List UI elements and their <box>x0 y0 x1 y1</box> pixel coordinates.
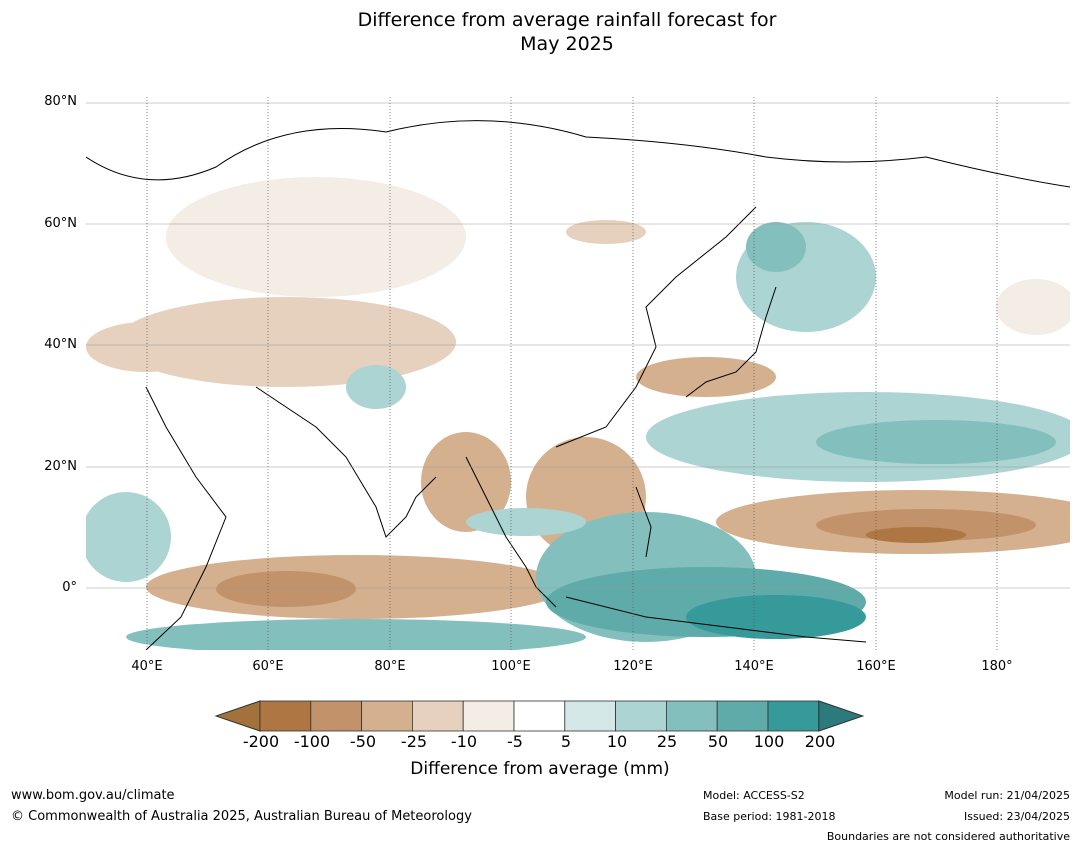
lat-label-60n: 60°N <box>44 216 77 231</box>
colorbar-cell <box>361 700 413 732</box>
colorbar-cell <box>716 700 769 732</box>
wet-region-bay-of-bengal <box>466 508 586 536</box>
title-line-2: May 2025 <box>520 33 614 55</box>
map-title: Difference from average rainfall forecas… <box>0 8 1081 56</box>
wet-region-south-indian-ocean <box>126 619 586 650</box>
colorbar-tick-1: -200 <box>242 732 280 751</box>
colorbar-tick-9: 25 <box>656 732 678 751</box>
colorbar-tick-8: 10 <box>606 732 628 751</box>
lon-label-60e: 60°E <box>252 659 284 674</box>
colorbar-tick-10: 50 <box>707 732 729 751</box>
map-svg <box>86 97 1070 650</box>
dry-core-indian-ocean <box>216 571 356 607</box>
coastlines <box>86 120 1070 650</box>
dry-region-lake-baikal <box>566 220 646 244</box>
lon-label-100e: 100°E <box>491 659 531 674</box>
wet-peak-banda-sea <box>686 595 866 639</box>
title-line-1: Difference from average rainfall forecas… <box>357 9 777 31</box>
lon-label-120e: 120°E <box>613 659 653 674</box>
dry-region-indian-ocean <box>146 555 566 619</box>
coastline-india <box>255 386 437 538</box>
dry-region-central-asia <box>166 177 466 297</box>
lat-label-80n: 80°N <box>44 94 77 109</box>
colorbar-tick-5: -10 <box>450 732 478 751</box>
colorbar-tick-7: 5 <box>560 732 572 751</box>
colorbar-cell <box>411 700 464 732</box>
wet-core-okhotsk <box>746 222 806 272</box>
colorbar-cell <box>564 700 616 732</box>
bom-website: www.bom.gov.au/climate <box>11 788 175 803</box>
copyright-notice: © Commonwealth of Australia 2025, Austra… <box>11 809 472 824</box>
colorbar-cell <box>513 700 566 732</box>
model-info: Model: ACCESS-S2 <box>703 789 805 802</box>
colorbar-cells <box>214 700 865 732</box>
coastline-china <box>555 206 757 448</box>
lon-label-160e: 160°E <box>856 659 896 674</box>
latitude-lines <box>86 102 1070 589</box>
anomaly-shading <box>86 177 1070 650</box>
wet-region-tibet <box>346 365 406 409</box>
colorbar-tick-11: 100 <box>753 732 785 751</box>
lon-label-40e: 40°E <box>131 659 163 674</box>
coastline-malay-peninsula <box>465 456 557 608</box>
dry-region-japan <box>636 357 776 397</box>
colorbar-cell <box>665 700 718 732</box>
lat-label-20n: 20°N <box>44 459 77 474</box>
coastline-arabia-africa <box>145 386 227 650</box>
dry-region-burma <box>421 432 511 532</box>
colorbar-tick-12: 200 <box>804 732 836 751</box>
lon-label-140e: 140°E <box>734 659 774 674</box>
colorbar-cell <box>310 700 363 732</box>
coastline-indonesia <box>565 596 867 643</box>
dry-peak-pacific <box>866 527 966 543</box>
dry-region-caspian <box>86 322 206 372</box>
colorbar-label: Difference from average (mm) <box>410 759 670 779</box>
base-period: Base period: 1981-2018 <box>703 810 836 823</box>
colorbar-tick-2: -100 <box>293 732 331 751</box>
colorbar-tick-6: -5 <box>507 732 523 751</box>
longitude-lines <box>146 97 998 650</box>
dry-region-middle-east <box>116 297 456 387</box>
coastline-philippines <box>635 486 652 558</box>
wet-core-north-pacific <box>816 420 1056 464</box>
issued-date: Issued: 23/04/2025 <box>963 810 1070 823</box>
colorbar-cell <box>615 700 667 732</box>
colorbar-cell <box>259 700 312 732</box>
colorbar-extend-high <box>818 700 865 732</box>
colorbar-cell <box>767 700 820 732</box>
lon-label-80e: 80°E <box>374 659 406 674</box>
colorbar-tick-4: -25 <box>400 732 428 751</box>
colorbar-cell <box>462 700 515 732</box>
lat-label-equator: 0° <box>62 580 77 595</box>
dry-region-alaska <box>996 279 1070 335</box>
coastline-japan <box>685 286 777 398</box>
wet-region-east-africa <box>86 492 171 582</box>
coastline-arctic <box>86 120 1070 188</box>
model-run-date: Model run: 21/04/2025 <box>944 789 1070 802</box>
boundaries-disclaimer: Boundaries are not considered authoritat… <box>826 830 1070 843</box>
rainfall-anomaly-map <box>86 97 1070 650</box>
colorbar-tick-3: -50 <box>349 732 377 751</box>
colorbar <box>214 700 865 732</box>
colorbar-extend-low <box>214 700 261 732</box>
lat-label-40n: 40°N <box>44 337 77 352</box>
lon-label-180: 180° <box>981 659 1013 674</box>
